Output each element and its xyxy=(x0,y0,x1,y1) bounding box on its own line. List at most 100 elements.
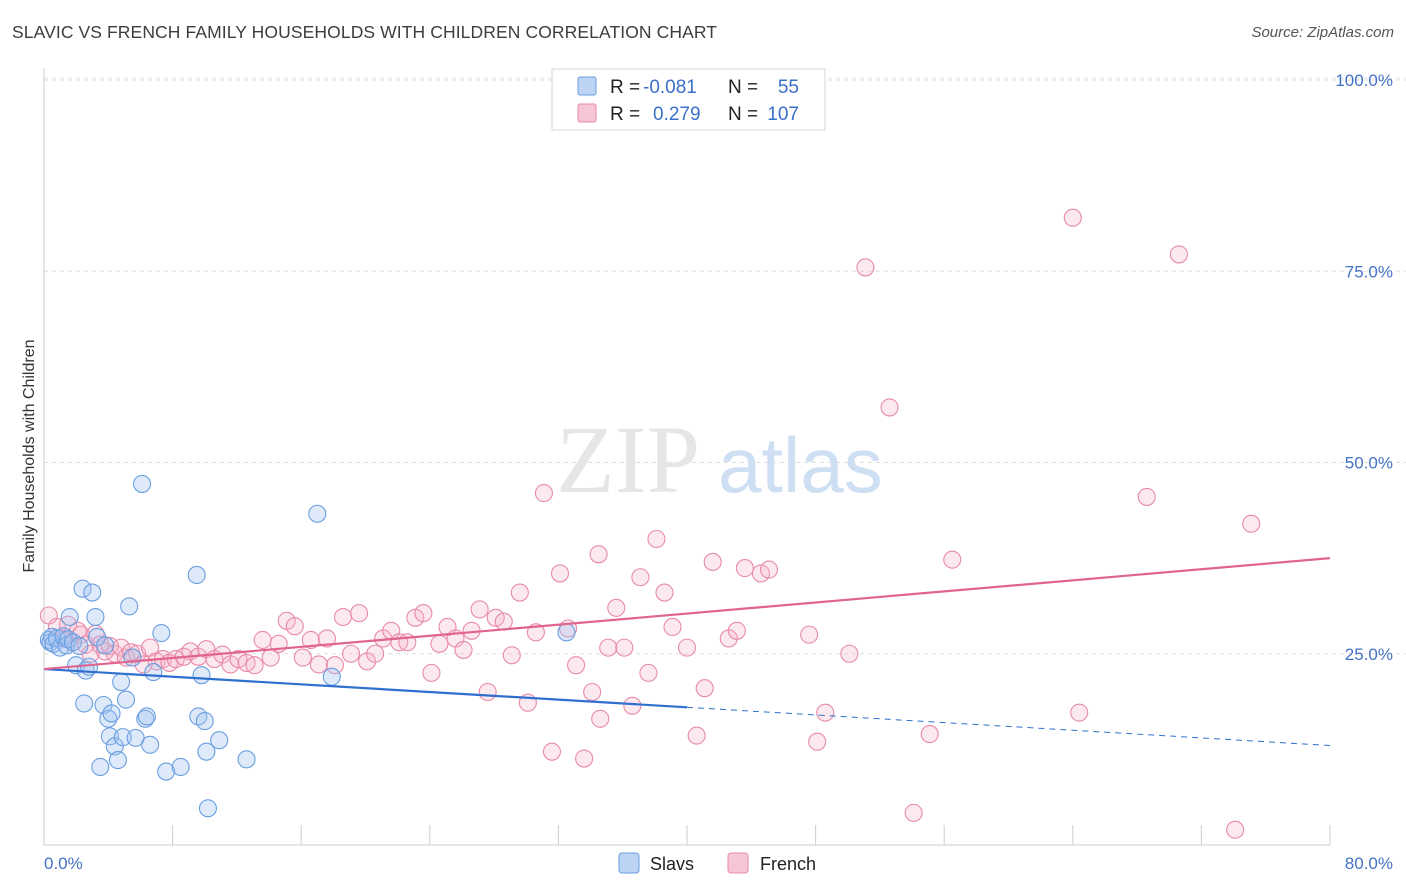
french-point-74 xyxy=(575,749,594,768)
french-point-94 xyxy=(759,560,779,579)
french-point-102 xyxy=(920,725,939,744)
french-point-43 xyxy=(325,656,345,675)
slavs-point-43 xyxy=(189,707,208,726)
slavs-point-39 xyxy=(152,624,171,643)
legend-r-value-slavs: -0.081 xyxy=(643,77,697,98)
french-point-83 xyxy=(647,529,666,549)
french-point-100 xyxy=(880,398,899,417)
french-point-88 xyxy=(695,679,714,698)
slavs-point-34 xyxy=(133,474,152,493)
legend-n-label-slavs: N = xyxy=(728,77,758,98)
french-point-70 xyxy=(542,742,562,761)
french-point-82 xyxy=(639,663,658,682)
french-point-33 xyxy=(245,656,264,675)
legend-r-label-slavs: R = xyxy=(610,77,640,98)
legend-r-value-french: 0.279 xyxy=(653,104,701,125)
slavs-point-52 xyxy=(557,623,576,642)
french-point-64 xyxy=(494,612,513,631)
bottom-legend-label-french: French xyxy=(760,854,816,874)
french-point-109 xyxy=(1070,703,1089,722)
french-point-81 xyxy=(631,568,650,587)
french-point-95 xyxy=(800,625,819,644)
slavs-point-18 xyxy=(86,607,105,627)
y-tick-label-50: 50.0% xyxy=(1345,454,1393,473)
french-point-62 xyxy=(478,682,497,702)
slavs-trend-extension xyxy=(686,706,1331,747)
y-tick-labels: 25.0% 50.0% 75.0% 100.0% xyxy=(1335,71,1393,664)
y-tick-label-25: 25.0% xyxy=(1345,645,1393,664)
french-point-39 xyxy=(293,648,312,667)
legend-n-label-french: N = xyxy=(728,104,758,125)
french-point-80 xyxy=(623,696,642,715)
slavs-point-25 xyxy=(102,704,121,723)
series-french-points xyxy=(39,208,1261,839)
series-slavs-points xyxy=(39,474,576,818)
french-point-61 xyxy=(470,600,489,619)
french-point-91 xyxy=(727,621,746,640)
french-point-69 xyxy=(534,484,553,503)
french-point-38 xyxy=(285,617,304,636)
slavs-point-23 xyxy=(99,709,118,728)
slavs-point-48 xyxy=(210,731,229,750)
x-tick-label-min: 0.0% xyxy=(44,854,83,873)
french-point-92 xyxy=(735,559,754,578)
french-point-85 xyxy=(663,617,682,637)
legend-n-value-french: 107 xyxy=(767,104,799,125)
french-point-77 xyxy=(599,638,618,657)
french-point-107 xyxy=(1226,820,1245,839)
source-credit: Source: ZipAtlas.com xyxy=(1251,24,1394,41)
slavs-point-27 xyxy=(108,751,127,770)
french-point-108 xyxy=(1242,514,1261,533)
trend-lines xyxy=(43,557,1331,747)
slavs-point-38 xyxy=(144,663,163,682)
slavs-point-36 xyxy=(137,707,156,726)
french-point-103 xyxy=(943,550,962,569)
slavs-point-17 xyxy=(83,583,102,602)
y-tick-label-75: 75.0% xyxy=(1345,262,1393,281)
bottom-legend-swatch-slavs xyxy=(618,852,640,874)
french-point-42 xyxy=(317,629,336,648)
x-tick-label-max: 80.0% xyxy=(1345,854,1393,873)
legend-box: R = -0.081 N = 55 R = 0.279 N = 107 xyxy=(551,68,826,131)
french-point-96 xyxy=(808,732,827,751)
slavs-point-13 xyxy=(73,579,92,598)
gridlines xyxy=(44,77,1406,655)
french-point-110 xyxy=(589,545,608,564)
french-point-66 xyxy=(510,583,529,602)
slavs-point-32 xyxy=(123,648,142,667)
slavs-point-20 xyxy=(91,757,110,777)
slavs-trend-line xyxy=(43,667,688,709)
french-point-56 xyxy=(430,634,449,653)
slavs-point-28 xyxy=(112,673,131,692)
slavs-point-24 xyxy=(100,727,119,746)
axes xyxy=(43,68,1331,846)
french-point-46 xyxy=(350,604,369,623)
slavs-point-8 xyxy=(59,630,78,649)
french-point-99 xyxy=(856,258,875,277)
watermark-atlas: atlas xyxy=(718,421,883,509)
french-point-40 xyxy=(301,630,320,650)
bottom-legend-label-slavs: Slavs xyxy=(650,854,694,874)
slavs-point-12 xyxy=(70,637,89,656)
slavs-point-41 xyxy=(171,757,190,777)
french-point-48 xyxy=(366,644,385,663)
slavs-point-9 xyxy=(60,607,79,627)
slavs-point-30 xyxy=(116,690,136,709)
french-point-41 xyxy=(309,655,328,674)
slavs-point-51 xyxy=(322,667,341,686)
slavs-point-49 xyxy=(237,750,256,769)
slavs-point-50 xyxy=(308,504,327,523)
french-point-54 xyxy=(414,604,433,623)
legend-swatch-french xyxy=(577,103,597,123)
french-point-79 xyxy=(615,638,634,657)
french-point-101 xyxy=(904,803,923,822)
french-point-89 xyxy=(703,552,722,572)
chart-title: SLAVIC VS FRENCH FAMILY HOUSEHOLDS WITH … xyxy=(12,22,718,42)
french-point-45 xyxy=(341,644,361,663)
legend-n-value-slavs: 55 xyxy=(778,77,799,98)
french-point-78 xyxy=(607,598,626,617)
bottom-legend-swatch-french xyxy=(727,852,749,874)
slavs-point-40 xyxy=(157,762,176,781)
french-point-87 xyxy=(687,726,706,745)
